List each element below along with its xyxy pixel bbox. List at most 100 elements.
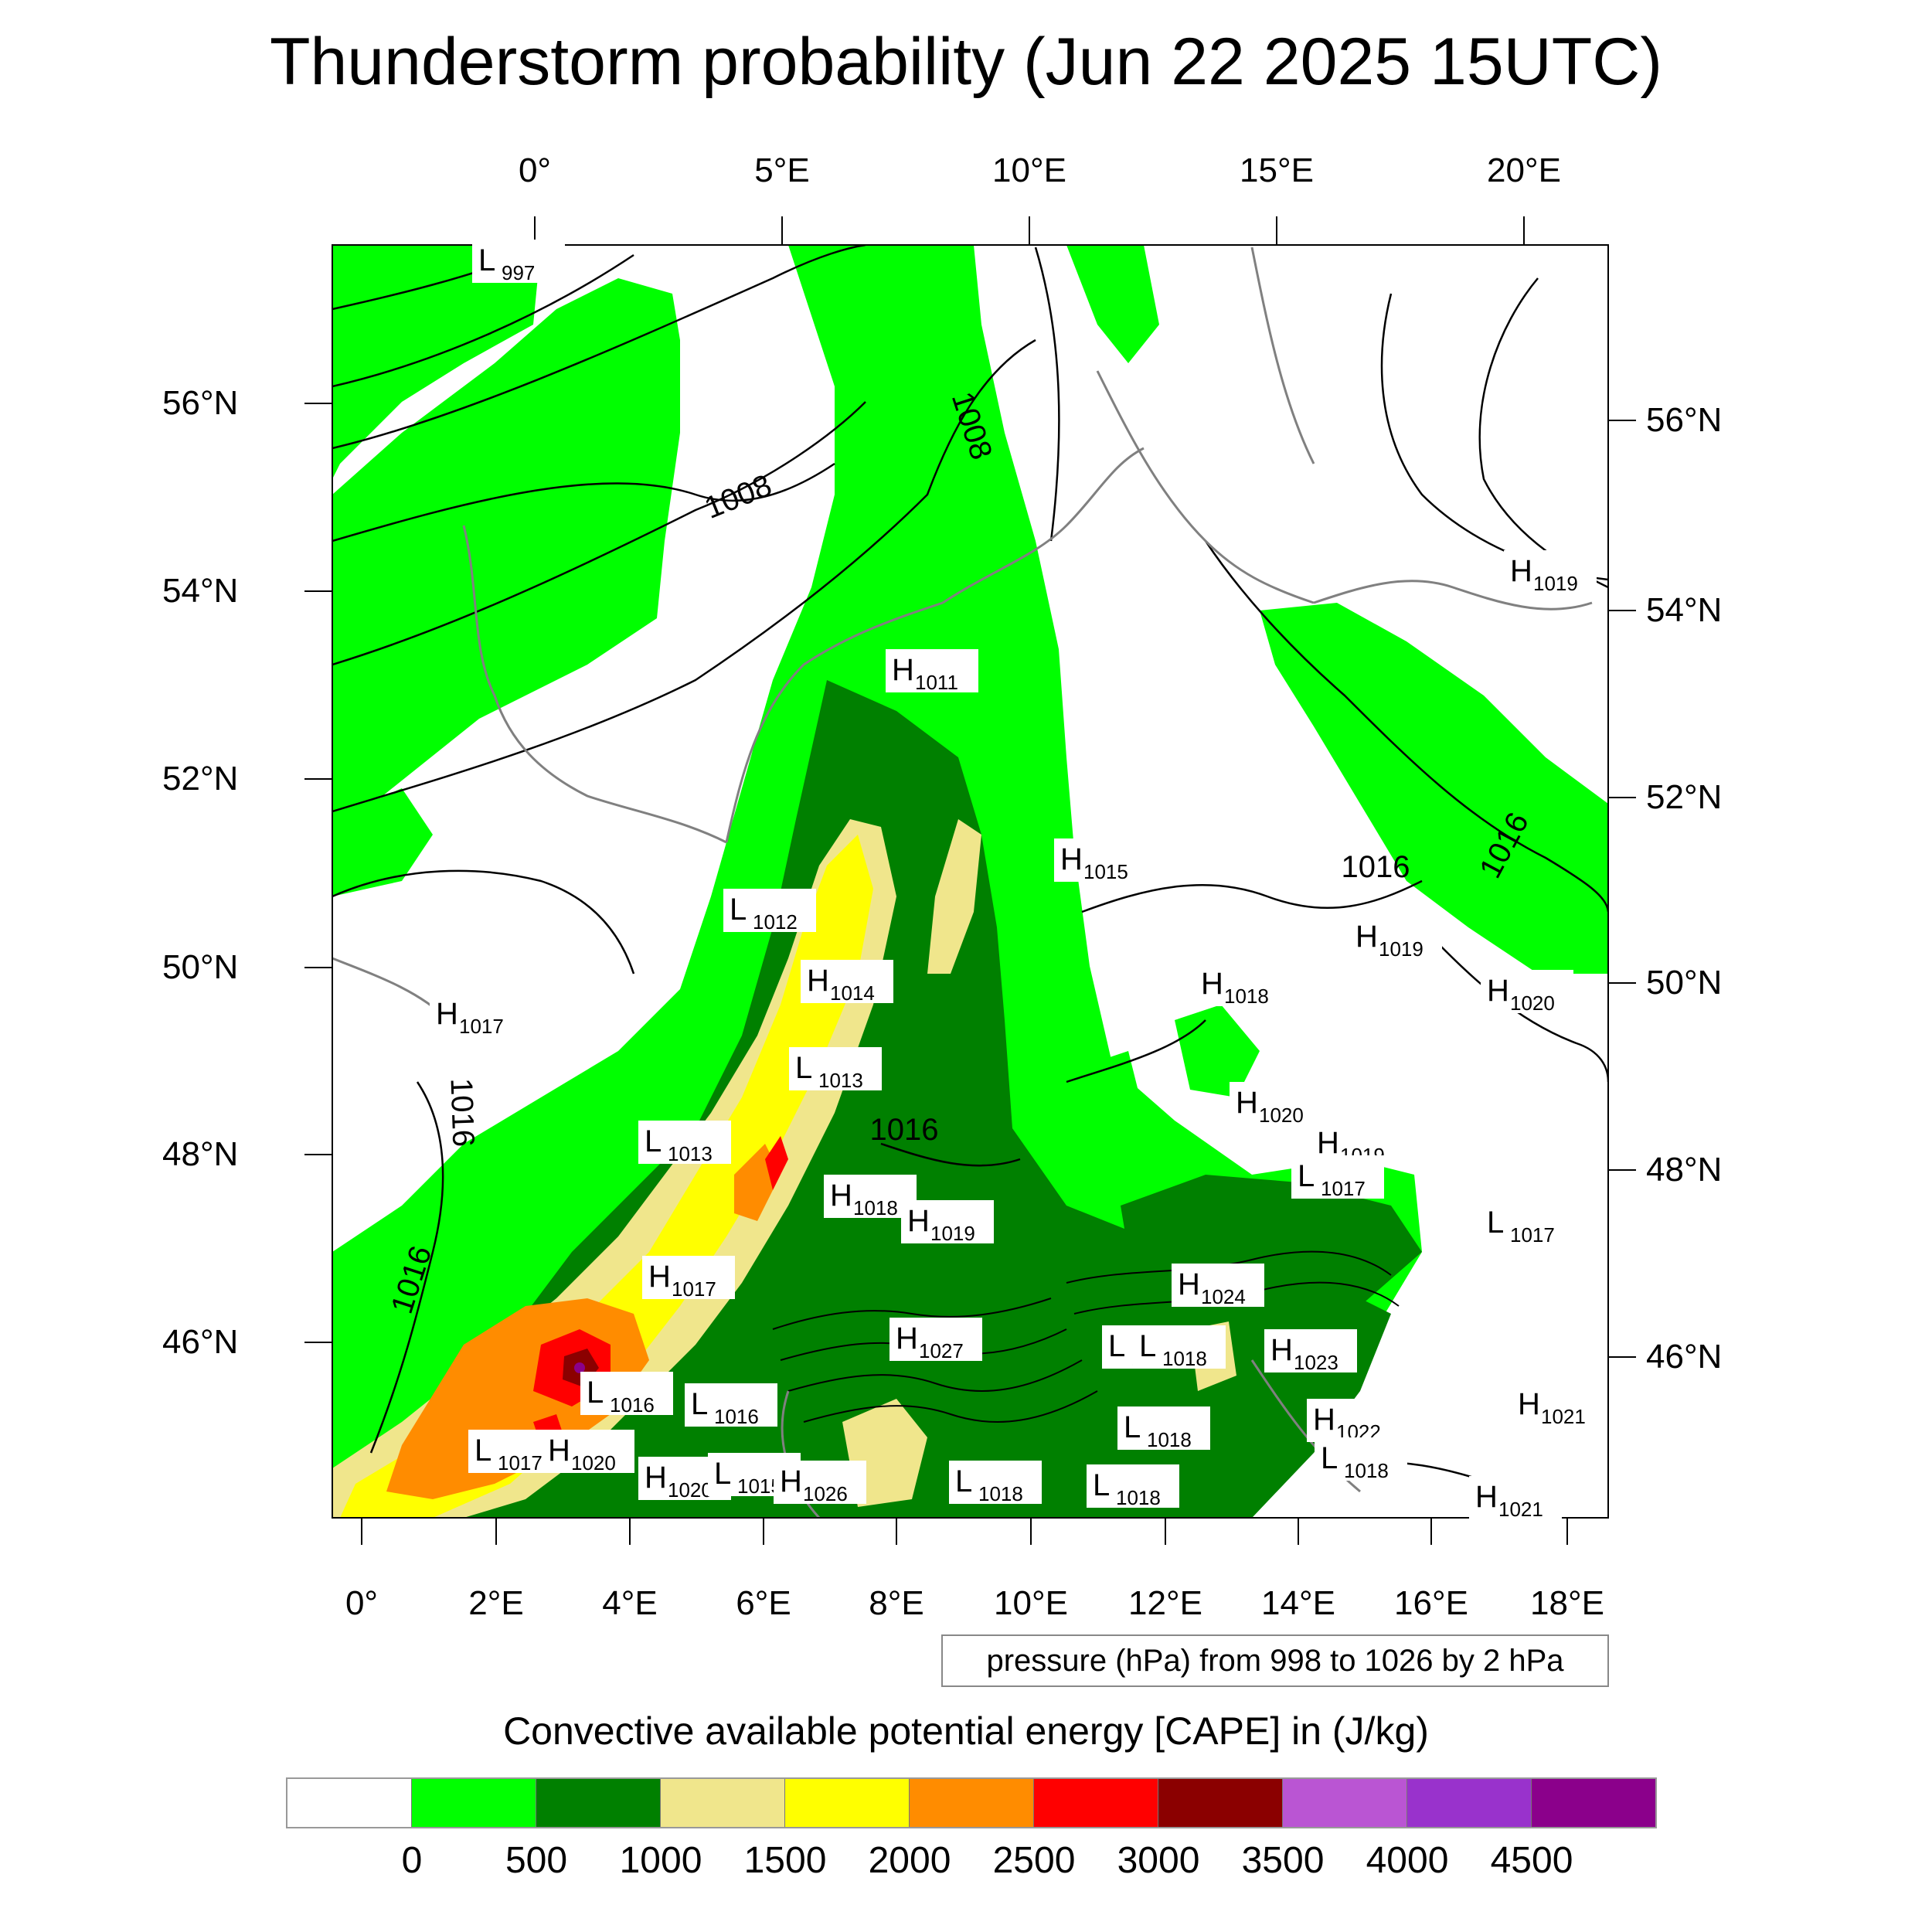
left-lat-label: 56°N <box>162 384 239 422</box>
left-lat-label: 52°N <box>162 760 239 798</box>
pressure-center-letter: L <box>1093 1468 1110 1502</box>
pressure-center-value: 1020 <box>1259 1104 1304 1127</box>
pressure-center-letter: H <box>1518 1387 1540 1421</box>
pressure-center-value: 1019 <box>1533 572 1578 595</box>
pressure-center-value: 1019 <box>1379 937 1423 961</box>
pressure-center-value: 997 <box>502 261 535 284</box>
pressure-center-low: L 1012 <box>723 889 816 934</box>
cape-0-500-poland <box>1260 603 1608 974</box>
cape-4500-plus-core <box>574 1362 585 1373</box>
pressure-center-letter: H <box>1270 1333 1293 1367</box>
pressure-center-value: 1017 <box>459 1015 504 1038</box>
pressure-center-letter: H <box>548 1434 570 1468</box>
top-lon-label: 0° <box>518 151 552 189</box>
pressure-center-letter: H <box>1178 1267 1200 1301</box>
isobar-label: 1016 <box>444 1077 480 1147</box>
pressure-center-value: 1023 <box>1294 1351 1338 1374</box>
pressure-center-letter: L <box>1487 1206 1504 1240</box>
cape-1500-2000-north <box>819 866 850 927</box>
pressure-center-value: 1018 <box>1224 985 1269 1008</box>
top-tick-marks <box>534 216 1525 245</box>
colorbar-label: 3000 <box>1117 1840 1200 1881</box>
pressure-center-value: 1018 <box>1116 1486 1161 1509</box>
pressure-center-letter: H <box>907 1204 930 1238</box>
left-lat-label: 46°N <box>162 1323 239 1361</box>
pressure-center-low: L 1018 <box>1133 1325 1226 1370</box>
cape-2500-3000-streak <box>765 1136 788 1190</box>
pressure-center-letter: L <box>1124 1410 1141 1444</box>
pressure-center-value: 1014 <box>830 981 875 1005</box>
colorbar-label: 3500 <box>1241 1840 1325 1881</box>
pressure-center-letter: H <box>1060 842 1083 876</box>
pressure-center-letter: L <box>795 1051 812 1085</box>
pressure-center-value: 1018 <box>978 1482 1023 1505</box>
pressure-center-high: H 1015 <box>1054 838 1147 883</box>
pressure-center-letter: L <box>1321 1441 1338 1475</box>
bottom-lon-label: 12°E <box>1128 1584 1202 1622</box>
pressure-center-value: 1017 <box>672 1277 716 1301</box>
colorbar-swatch <box>412 1779 536 1827</box>
pressure-center-letter: H <box>1355 920 1378 954</box>
contour-info-box: pressure (hPa) from 998 to 1026 by 2 hPa <box>941 1634 1609 1687</box>
pressure-center-low: L 1013 <box>789 1047 882 1092</box>
pressure-center-low: L 1017 <box>1481 1202 1573 1247</box>
colorbar-label: 0 <box>401 1840 423 1881</box>
pressure-center-letter: H <box>1201 967 1223 1001</box>
map-title: Thunderstorm probability (Jun 22 2025 15… <box>269 25 1663 99</box>
pressure-center-letter: H <box>830 1179 852 1213</box>
bottom-lon-label: 4°E <box>602 1584 658 1622</box>
bottom-lon-label: 10°E <box>994 1584 1068 1622</box>
pressure-center-letter: L <box>587 1376 604 1410</box>
pressure-center-high: H 1011 <box>886 649 978 694</box>
pressure-center-letter: H <box>1317 1126 1339 1160</box>
pressure-center-letter: H <box>436 997 458 1031</box>
pressure-center-value: 1020 <box>1510 992 1555 1015</box>
cape-0-500-baltic <box>1066 245 1159 363</box>
bottom-lon-label: 14°E <box>1261 1584 1335 1622</box>
cape-0-500-scatter-2 <box>1082 1051 1144 1128</box>
cape-field <box>332 245 1608 1518</box>
pressure-center-value: 1019 <box>930 1222 975 1245</box>
pressure-center-value: 1027 <box>919 1339 964 1362</box>
colorbar-swatch <box>536 1779 661 1827</box>
right-lat-label: 48°N <box>1646 1151 1723 1189</box>
bottom-lon-label: 18°E <box>1530 1584 1604 1622</box>
pressure-center-value: 1026 <box>803 1482 848 1505</box>
colorbar-swatch <box>1407 1779 1532 1827</box>
pressure-center-high: H 1020 <box>1481 970 1573 1015</box>
pressure-center-letter: H <box>1313 1403 1335 1437</box>
left-lat-label: 54°N <box>162 572 239 610</box>
pressure-center-letter: H <box>892 653 914 687</box>
pressure-center-low: L 1016 <box>580 1372 673 1417</box>
pressure-center-value: 1016 <box>610 1393 655 1417</box>
colorbar-label: 1000 <box>619 1840 702 1881</box>
colorbar-swatch <box>1532 1779 1655 1827</box>
colorbar-swatch <box>661 1779 785 1827</box>
pressure-center-high: H 1022 <box>1307 1399 1400 1444</box>
pressure-center-value: 1016 <box>714 1405 759 1428</box>
colorbar-swatch <box>1034 1779 1158 1827</box>
top-lon-label: 20°E <box>1487 151 1561 189</box>
colorbar-label: 2500 <box>992 1840 1076 1881</box>
pressure-center-high: H 1017 <box>642 1256 735 1301</box>
pressure-center-high: H 1020 <box>1230 1082 1322 1127</box>
colorbar-title: Convective available potential energy [C… <box>503 1709 1429 1753</box>
pressure-center-letter: L <box>1108 1329 1125 1363</box>
colorbar-swatch <box>1158 1779 1283 1827</box>
colorbar-swatch <box>1283 1779 1407 1827</box>
top-lon-label: 10°E <box>992 151 1066 189</box>
right-tick-marks <box>1608 420 1636 1358</box>
pressure-center-low: L 997 <box>472 240 565 284</box>
cape-0-500-northwest <box>332 245 541 479</box>
pressure-center-high: H 1021 <box>1469 1476 1562 1521</box>
pressure-center-low: L 1016 <box>685 1383 777 1428</box>
pressure-center-value: 1020 <box>668 1478 713 1502</box>
left-lat-label: 48°N <box>162 1135 239 1173</box>
pressure-center-value: 1017 <box>1510 1223 1555 1247</box>
pressure-center-value: 1012 <box>753 910 798 934</box>
colorbar-label: 4500 <box>1490 1840 1573 1881</box>
